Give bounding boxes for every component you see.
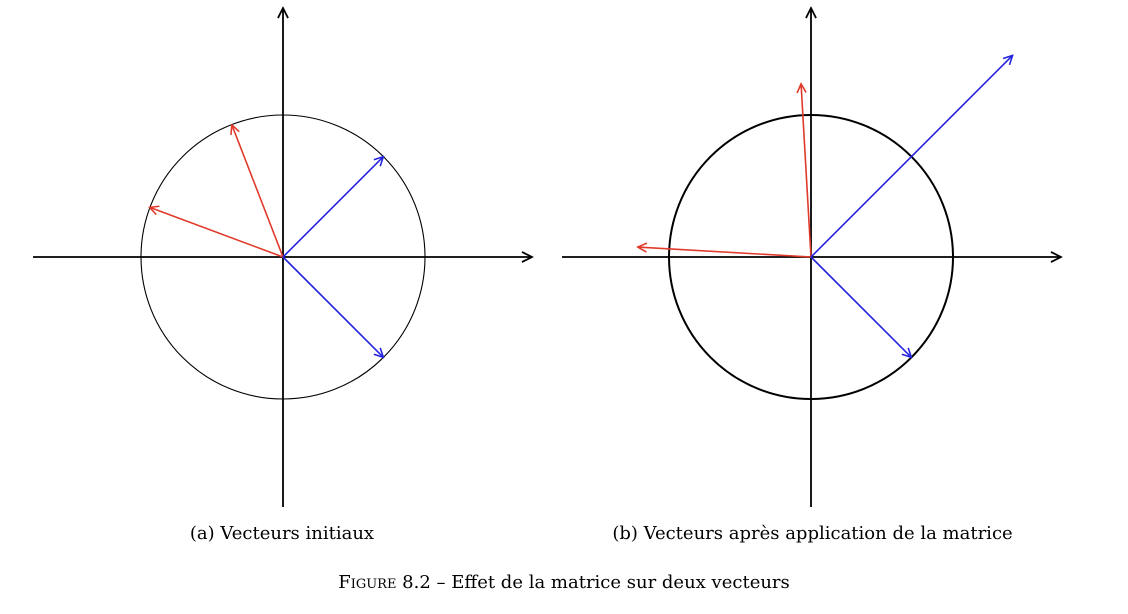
vectors-group <box>638 55 1013 357</box>
figure-separator: – <box>430 572 452 593</box>
red-vector-1 <box>232 125 284 258</box>
panel-b-transformed-vectors <box>562 8 1061 507</box>
figure-caption-text: Effet de la matrice sur deux vecteurs <box>451 572 790 593</box>
blue-vector-4 <box>282 256 383 357</box>
vectors-group <box>150 125 384 357</box>
unit-circle <box>140 114 426 400</box>
figure-label: Figure 8.2 <box>338 572 431 593</box>
panel-a-initial-vectors <box>33 8 532 507</box>
red-vector-1 <box>801 84 812 258</box>
blue-vector-3 <box>810 55 1013 258</box>
red-vector-2 <box>638 247 812 258</box>
figure-caption: Figure 8.2 – Effet de la matrice sur deu… <box>264 572 864 593</box>
red-vector-2 <box>150 207 284 258</box>
blue-vector-4 <box>810 256 911 357</box>
subfigure-caption-a: (a) Vecteurs initiaux <box>189 523 375 544</box>
subfigure-caption-b: (b) Vecteurs après application de la mat… <box>612 523 1013 544</box>
unit-circle <box>668 114 954 400</box>
blue-vector-3 <box>282 157 383 258</box>
